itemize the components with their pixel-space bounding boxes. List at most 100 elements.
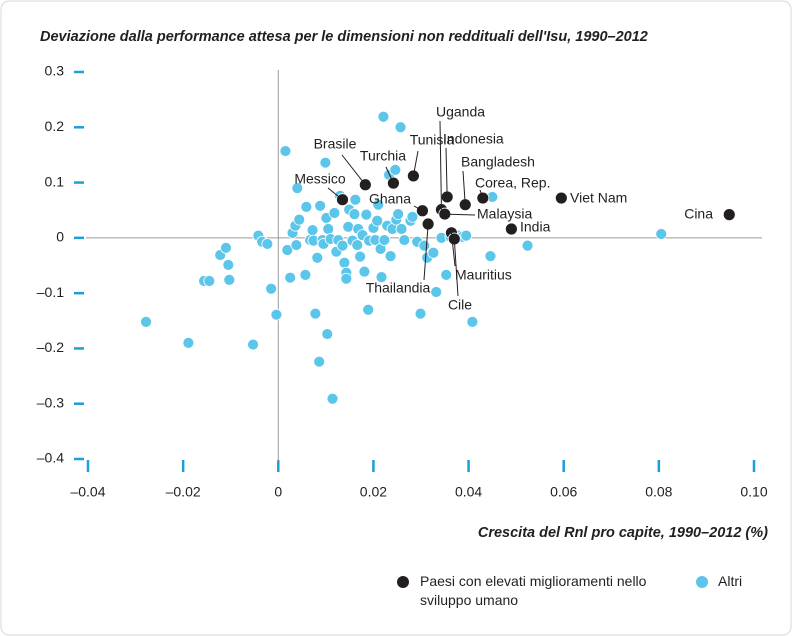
x-tick-label: 0.04 [455,484,482,500]
scatter-point [313,355,326,368]
scatter-point [466,315,479,328]
scatter-point [351,239,364,251]
leader-line [479,189,484,199]
point-label: Cina [684,206,713,222]
leader-line [453,238,459,297]
leader-line [423,223,429,281]
x-tick-label: 0 [274,484,282,500]
x-tick-label: 0.08 [645,484,672,500]
scatter-point [372,198,385,211]
scatter-point [319,156,332,169]
legend-marker [696,576,708,588]
scatter-point [293,213,306,226]
scatter-point [306,224,319,237]
scatter-point [504,222,518,236]
scatter-point [270,308,283,321]
y-tick-label: –0.3 [37,394,64,410]
point-label: Corea, Rep. [475,175,550,191]
point-label: Tunisia [410,132,455,148]
scatter-point [342,220,355,233]
point-label: Messico [294,171,346,187]
x-axis-label: Crescita del Rnl pro capite, 1990–2012 (… [478,525,768,541]
scatter-point [394,121,407,134]
point-label: Bangladesh [461,154,535,170]
leader-line [385,166,394,184]
scatter-point [460,229,473,242]
y-tick-label: –0.1 [37,284,64,300]
scatter-point [395,223,408,235]
point-label: Mauritius [455,267,512,283]
point-label: Viet Nam [570,190,627,206]
scatter-point [261,238,274,250]
y-tick-label: 0.2 [45,118,65,134]
scatter-point [378,234,391,246]
scatter-point [375,271,388,284]
scatter-point [360,208,373,221]
scatter-point [290,239,303,251]
scatter-point [484,250,497,263]
x-tick-label: 0.10 [740,484,767,500]
scatter-point [349,193,362,206]
scatter-point [354,250,367,263]
scatter-point [314,199,327,212]
scatter-point [336,239,349,252]
scatter-point [299,268,312,281]
x-tick-label: –0.04 [70,484,105,500]
point-label: Indonesia [443,131,504,147]
scatter-point [406,210,419,223]
y-tick-label: –0.4 [37,450,64,466]
point-label: Cile [448,297,472,313]
scatter-point [521,239,534,252]
point-label: Thailandia [366,280,431,296]
scatter-point [279,145,292,157]
point-label: Ghana [369,191,411,207]
legend-label: Paesi con elevati miglioramenti nello sv… [420,573,647,608]
scatter-point [203,275,216,287]
leader-line [445,147,448,197]
leader-line [444,213,476,216]
point-label: India [520,219,551,235]
leader-line [327,187,343,201]
point-label: Uganda [436,104,485,120]
scatter-point [265,282,278,295]
scatter-point [220,241,232,254]
scatter-point [291,182,304,195]
scatter-point [140,315,152,328]
scatter-point [328,207,341,219]
leader-line [462,170,466,205]
scatter-point [223,273,236,286]
scatter-point [309,307,322,320]
scatter-point [311,251,324,264]
scatter-point [384,250,397,263]
scatter-point [430,286,443,298]
scatter-point [418,239,431,252]
scatter-point [398,234,411,246]
y-tick-label: 0.3 [45,63,65,79]
scatter-point [427,246,440,259]
x-tick-label: 0.06 [550,484,577,500]
scatter-point [284,271,297,284]
scatter-point [348,208,361,220]
leader-line [412,150,419,177]
y-tick-label: 0.1 [45,173,65,189]
scatter-point [655,228,668,240]
scatter-point [326,392,339,405]
scatter-point [362,303,375,316]
leader-line [439,120,442,210]
y-tick-label: 0 [56,229,64,245]
point-label: Malaysia [477,206,532,222]
leader-line [341,154,366,186]
chart-title: Deviazione dalla performance attesa per … [40,29,648,45]
scatter-point [300,200,313,213]
scatter-point [371,214,384,227]
leader-line [450,232,456,267]
scatter-point [358,265,371,278]
scatter-point [182,336,195,349]
scatter-point [247,338,259,351]
point-label: Turchia [360,148,406,164]
scatter-point [377,110,390,123]
scatter-point [392,208,405,220]
scatter-point [322,223,335,235]
